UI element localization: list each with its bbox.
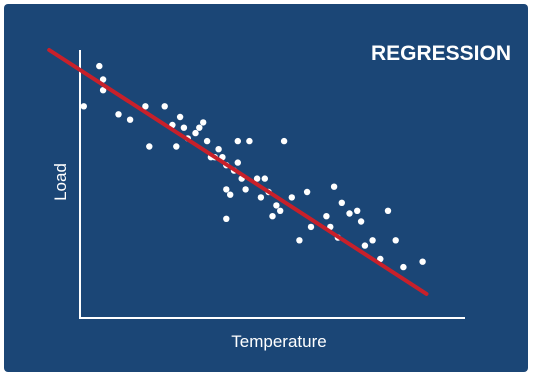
data-point: [146, 143, 153, 150]
data-point: [369, 237, 376, 244]
data-point: [99, 76, 107, 83]
data-point: [277, 207, 284, 214]
data-point: [96, 62, 103, 70]
data-point: [176, 113, 184, 121]
data-point: [126, 116, 134, 123]
x-axis-label: Temperature: [231, 332, 326, 351]
data-point: [346, 210, 353, 217]
data-point: [384, 207, 392, 214]
data-point: [227, 191, 234, 198]
data-point: [223, 215, 230, 222]
data-point: [377, 255, 384, 263]
data-point: [419, 258, 426, 265]
y-axis-label: Load: [51, 163, 70, 201]
data-point: [173, 143, 180, 150]
data-point: [257, 194, 265, 201]
data-point: [338, 199, 345, 206]
data-point: [261, 175, 268, 182]
data-point: [296, 237, 303, 244]
regression-line: [47, 48, 429, 296]
data-point: [361, 242, 369, 249]
data-point: [357, 218, 365, 225]
trendline-group: [47, 48, 429, 296]
data-point: [142, 103, 149, 110]
scatter-points: [80, 62, 426, 271]
data-point: [400, 263, 407, 271]
data-point: [323, 213, 330, 220]
data-point: [192, 129, 199, 137]
data-point: [234, 159, 241, 166]
data-point: [215, 146, 222, 153]
data-point: [99, 87, 107, 94]
data-point: [203, 137, 211, 145]
data-point: [330, 183, 338, 190]
data-point: [273, 202, 280, 209]
chart-title: REGRESSION: [371, 42, 511, 65]
data-point: [392, 237, 399, 244]
data-point: [303, 188, 311, 196]
data-point: [200, 119, 207, 126]
data-point: [80, 103, 88, 110]
data-point: [253, 175, 261, 182]
data-point: [354, 207, 361, 214]
data-point: [196, 124, 203, 131]
data-point: [180, 124, 188, 131]
data-point: [115, 111, 122, 118]
data-point: [246, 137, 253, 145]
data-point: [307, 223, 315, 231]
data-point: [234, 137, 241, 145]
data-point: [269, 213, 276, 220]
data-point: [223, 186, 230, 193]
data-point: [280, 137, 288, 145]
data-point: [242, 186, 249, 193]
data-point: [161, 103, 168, 110]
data-point: [288, 194, 295, 201]
